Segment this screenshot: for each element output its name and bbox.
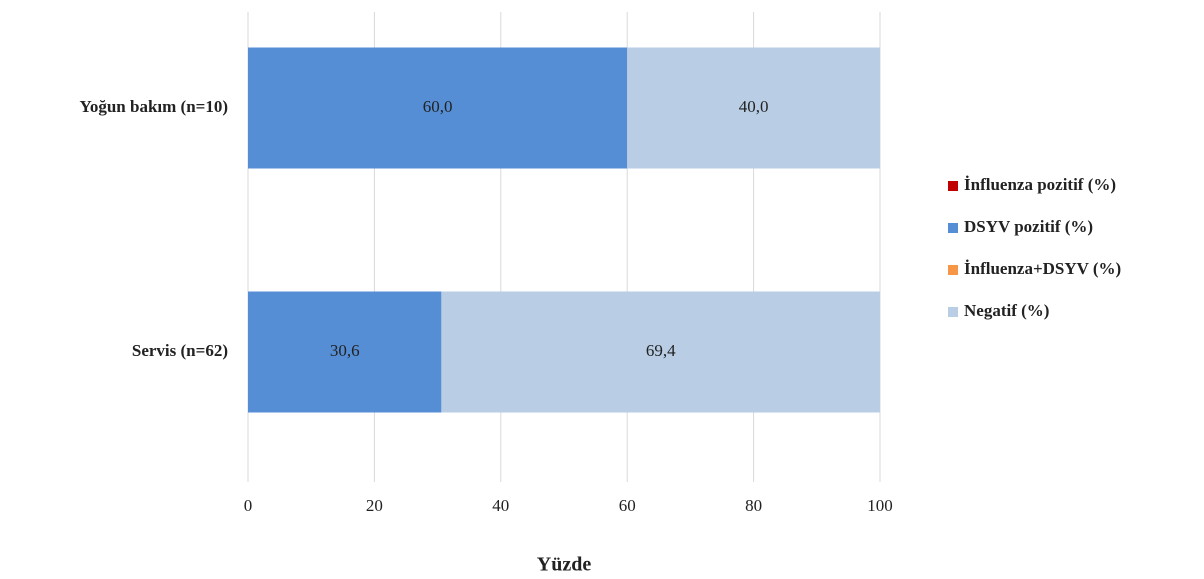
- value-label: 69,4: [646, 341, 676, 360]
- legend-label: DSYV pozitif (%): [964, 217, 1093, 236]
- x-tick-label: 100: [867, 496, 893, 515]
- bar-segment: [248, 47, 628, 169]
- legend-label: İnfluenza pozitif (%): [964, 175, 1116, 194]
- value-label: 40,0: [739, 97, 769, 116]
- bar-segment: [248, 291, 442, 413]
- x-tick-label: 20: [366, 496, 383, 515]
- x-tick-label: 60: [619, 496, 636, 515]
- value-label: 60,0: [423, 97, 453, 116]
- value-label: 30,6: [330, 341, 360, 360]
- y-tick-label: Yoğun bakım (n=10): [79, 97, 228, 116]
- bar-segment: [627, 47, 880, 169]
- legend-label: Negatif (%): [964, 301, 1049, 320]
- legend-swatch: [948, 307, 958, 317]
- x-tick-label: 80: [745, 496, 762, 515]
- x-axis-title: Yüzde: [537, 554, 592, 576]
- legend-label: İnfluenza+DSYV (%): [964, 259, 1121, 278]
- x-tick-label: 0: [244, 496, 253, 515]
- legend-swatch: [948, 181, 958, 191]
- x-tick-label: 40: [492, 496, 509, 515]
- legend-swatch: [948, 265, 958, 275]
- bar-segment: [441, 291, 880, 413]
- y-tick-label: Servis (n=62): [132, 341, 228, 360]
- legend-swatch: [948, 223, 958, 233]
